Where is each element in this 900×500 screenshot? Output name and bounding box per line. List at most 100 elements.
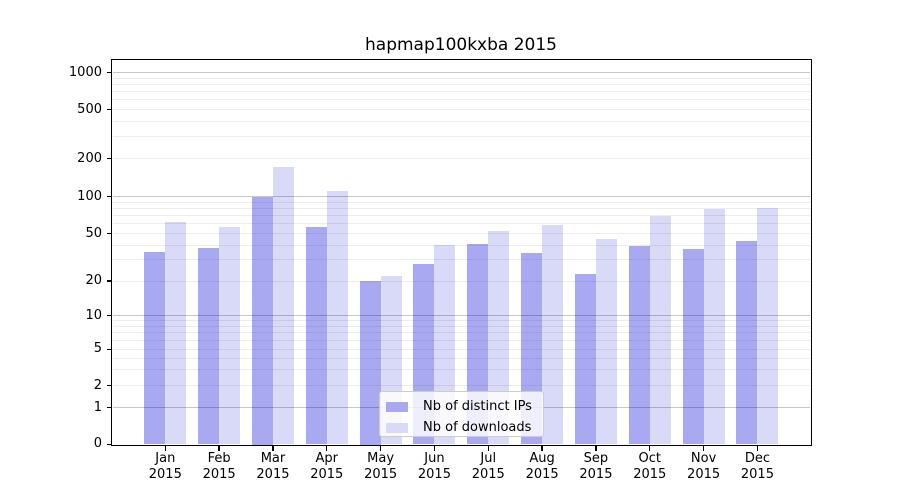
x-label-year-oct: 2015 <box>633 467 667 482</box>
y-tick-50 <box>106 232 112 235</box>
y-tick-label-100: 100 <box>77 188 102 204</box>
x-label-month-apr: Apr <box>315 451 339 466</box>
x-tick-apr <box>326 445 328 451</box>
x-label-year-may: 2015 <box>364 467 398 482</box>
x-label-year-apr: 2015 <box>310 467 344 482</box>
x-label-year-dec: 2015 <box>740 467 774 482</box>
x-label-year-nov: 2015 <box>687 467 721 482</box>
legend-label-distinct-ips: Nb of distinct IPs <box>423 399 532 414</box>
y-tick-200 <box>106 157 112 160</box>
x-tick-mar <box>272 445 274 451</box>
gridline-major-10 <box>112 315 810 317</box>
y-tick-label-20: 20 <box>85 273 102 288</box>
gridline-minor-500 <box>112 109 810 110</box>
gridline-minor-300 <box>112 136 810 138</box>
y-tick-10 <box>106 315 112 317</box>
bar-nb-of-distinct-ips-sep <box>574 273 596 445</box>
x-tick-label-mar: Mar 2015 <box>241 451 305 483</box>
y-tick-0 <box>106 443 112 446</box>
bar-nb-of-downloads-nov <box>703 209 725 445</box>
gridline-major-100 <box>112 196 810 197</box>
gridline-minor-200 <box>112 158 810 159</box>
y-tick-1 <box>106 407 112 409</box>
y-tick-label-2: 2 <box>93 377 102 393</box>
x-tick-jul <box>487 445 489 451</box>
gridline-minor-30 <box>112 259 810 261</box>
y-tick-5 <box>106 348 112 350</box>
x-label-month-aug: Aug <box>529 451 555 466</box>
x-label-year-feb: 2015 <box>202 467 236 482</box>
x-tick-may <box>379 445 382 451</box>
gridline-minor-900 <box>112 77 810 79</box>
gridline-minor-6 <box>112 339 810 341</box>
x-tick-label-jun: Jun 2015 <box>402 451 466 483</box>
x-label-month-jun: Jun <box>424 451 445 466</box>
bar-nb-of-downloads-aug <box>542 224 564 445</box>
gridline-minor-90 <box>112 201 810 203</box>
x-tick-label-jan: Jan 2015 <box>133 451 197 483</box>
bar-nb-of-distinct-ips-jan <box>144 251 166 445</box>
bar-nb-of-downloads-dec <box>757 207 779 445</box>
gridline-minor-70 <box>112 215 810 217</box>
y-tick-label-50: 50 <box>85 225 102 241</box>
bar-nb-of-downloads-mar <box>272 167 294 445</box>
bar-nb-of-distinct-ips-mar <box>251 196 273 445</box>
y-tick-label-1000: 1000 <box>68 64 102 80</box>
x-label-month-may: May <box>367 451 395 466</box>
x-label-month-mar: Mar <box>260 451 286 466</box>
bar-nb-of-downloads-oct <box>649 215 671 445</box>
x-tick-oct <box>649 445 651 451</box>
legend-swatch-downloads <box>386 422 408 433</box>
x-label-month-sep: Sep <box>583 451 609 466</box>
gridline-minor-9 <box>112 320 810 322</box>
y-tick-label-200: 200 <box>77 150 102 166</box>
y-tick-2 <box>106 385 112 387</box>
x-label-year-jan: 2015 <box>148 467 182 482</box>
gridline-minor-80 <box>112 207 810 209</box>
x-tick-label-dec: Dec 2015 <box>725 451 789 483</box>
x-label-month-dec: Dec <box>744 451 770 466</box>
legend-item-distinct-ips: Nb of distinct IPs <box>386 398 543 415</box>
legend-label-downloads: Nb of downloads <box>423 420 532 435</box>
x-tick-label-aug: Aug 2015 <box>510 451 574 483</box>
gridline-major-1000 <box>112 72 810 73</box>
x-tick-sep <box>595 445 597 451</box>
bar-nb-of-distinct-ips-nov <box>682 249 704 445</box>
bar-nb-of-distinct-ips-feb <box>198 247 220 445</box>
gridline-minor-40 <box>112 244 810 246</box>
x-tick-label-may: May 2015 <box>349 451 413 483</box>
gridline-minor-800 <box>112 83 810 85</box>
gridline-minor-4 <box>112 357 810 359</box>
x-tick-dec <box>756 445 759 451</box>
bar-nb-of-downloads-apr <box>326 191 348 445</box>
x-tick-label-nov: Nov 2015 <box>672 451 736 483</box>
bar-nb-of-downloads-feb <box>219 227 241 445</box>
y-tick-label-1: 1 <box>93 399 102 415</box>
y-tick-label-5: 5 <box>93 341 102 357</box>
bar-nb-of-distinct-ips-dec <box>736 241 758 445</box>
x-tick-label-sep: Sep 2015 <box>564 451 628 483</box>
gridline-minor-3 <box>112 369 810 371</box>
x-tick-jan <box>164 445 166 451</box>
bar-nb-of-downloads-jan <box>165 222 187 445</box>
x-label-month-jan: Jan <box>155 451 176 466</box>
legend-item-downloads: Nb of downloads <box>386 419 543 436</box>
bar-nb-of-distinct-ips-may <box>359 281 381 445</box>
gridline-minor-7 <box>112 332 810 334</box>
x-label-year-jun: 2015 <box>417 467 451 482</box>
x-tick-feb <box>218 445 220 451</box>
x-label-month-nov: Nov <box>690 451 717 466</box>
x-label-month-jul: Jul <box>480 451 497 466</box>
bar-nb-of-distinct-ips-apr <box>305 226 327 445</box>
gridline-minor-5 <box>112 348 810 350</box>
gridline-minor-600 <box>112 99 810 101</box>
x-label-year-aug: 2015 <box>525 467 559 482</box>
x-label-year-jul: 2015 <box>471 467 505 482</box>
chart-title: hapmap100kxba 2015 <box>365 35 557 55</box>
y-tick-label-10: 10 <box>85 307 102 323</box>
gridline-minor-60 <box>112 223 810 225</box>
x-label-month-oct: Oct <box>638 451 661 466</box>
